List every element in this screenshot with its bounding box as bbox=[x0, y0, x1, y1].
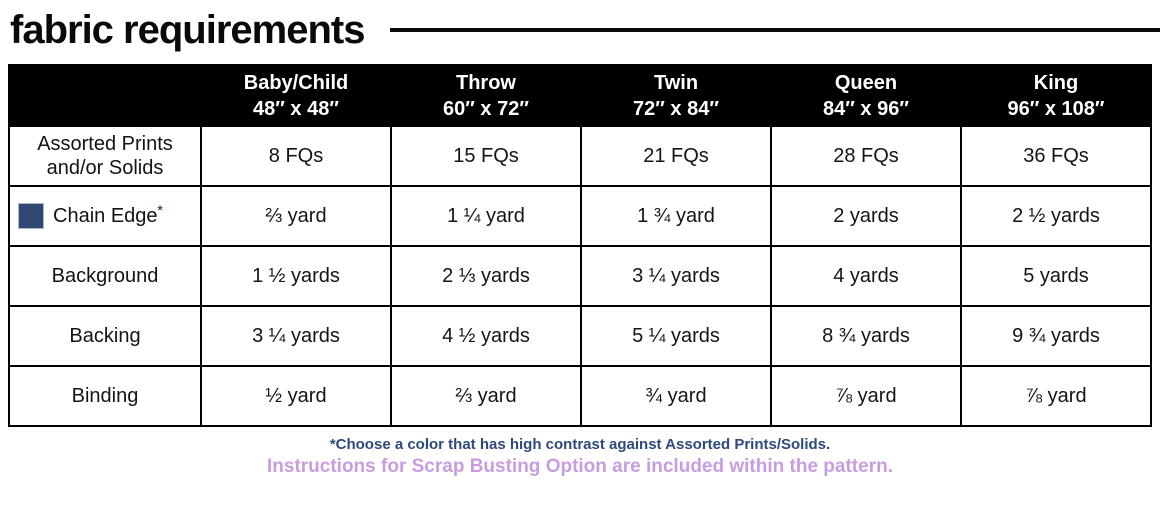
table-cell: 5 ¼ yards bbox=[580, 305, 772, 367]
column-dimensions: 48″ x 48″ bbox=[253, 97, 339, 120]
footnote-scrap-busting: Instructions for Scrap Busting Option ar… bbox=[267, 456, 893, 477]
table-cell: 4 yards bbox=[770, 245, 962, 307]
table-cell: ¾ yard bbox=[580, 365, 772, 427]
column-dimensions: 72″ x 84″ bbox=[633, 97, 719, 120]
table-cell: 1 ¼ yard bbox=[390, 185, 582, 247]
table-cell: 2 ⅓ yards bbox=[390, 245, 582, 307]
column-label: Twin bbox=[653, 71, 699, 94]
header-cell-baby-child: Baby/Child 48″ x 48″ bbox=[200, 64, 392, 127]
table-cell: 15 FQs bbox=[390, 125, 582, 187]
table-cell: 28 FQs bbox=[770, 125, 962, 187]
table-cell: 1 ¾ yard bbox=[580, 185, 772, 247]
fabric-requirements-table: Baby/Child 48″ x 48″ Throw 60″ x 72″ Twi… bbox=[8, 64, 1152, 427]
table-cell: ⅞ yard bbox=[770, 365, 962, 427]
title-rule bbox=[390, 28, 1160, 32]
table-cell: 2 yards bbox=[770, 185, 962, 247]
footnote-asterisk: * bbox=[157, 202, 163, 218]
table-row-chain-edge: Chain Edge* ⅔ yard 1 ¼ yard 1 ¾ yard 2 y… bbox=[8, 185, 1152, 247]
table-cell: 5 yards bbox=[960, 245, 1152, 307]
table-row-backing: Backing 3 ¼ yards 4 ½ yards 5 ¼ yards 8 … bbox=[8, 305, 1152, 367]
table-cell: 8 FQs bbox=[200, 125, 392, 187]
header-cell-king: King 96″ x 108″ bbox=[960, 64, 1152, 127]
table-cell: 2 ½ yards bbox=[960, 185, 1152, 247]
row-label-text: Chain Edge* bbox=[53, 202, 163, 227]
table-cell: 1 ½ yards bbox=[200, 245, 392, 307]
row-label-chain-edge: Chain Edge* bbox=[8, 185, 202, 247]
table-row-binding: Binding ½ yard ⅔ yard ¾ yard ⅞ yard ⅞ ya… bbox=[8, 365, 1152, 427]
column-dimensions: 96″ x 108″ bbox=[1007, 97, 1105, 120]
column-label: Queen bbox=[834, 71, 898, 94]
header-cell-throw: Throw 60″ x 72″ bbox=[390, 64, 582, 127]
header-cell-queen: Queen 84″ x 96″ bbox=[770, 64, 962, 127]
table-cell: ⅞ yard bbox=[960, 365, 1152, 427]
table-header-row: Baby/Child 48″ x 48″ Throw 60″ x 72″ Twi… bbox=[8, 64, 1152, 127]
table-row-background: Background 1 ½ yards 2 ⅓ yards 3 ¼ yards… bbox=[8, 245, 1152, 307]
table-cell: 8 ¾ yards bbox=[770, 305, 962, 367]
page-title: fabric requirements bbox=[10, 7, 365, 52]
chain-edge-color-swatch-icon bbox=[18, 203, 44, 229]
table-cell: 9 ¾ yards bbox=[960, 305, 1152, 367]
column-dimensions: 60″ x 72″ bbox=[443, 97, 529, 120]
title-row: fabric requirements bbox=[0, 0, 1160, 54]
footnote-contrast: *Choose a color that has high contrast a… bbox=[329, 436, 831, 453]
footer-notes: *Choose a color that has high contrast a… bbox=[0, 436, 1160, 478]
table-cell: 3 ¼ yards bbox=[200, 305, 392, 367]
header-cell-empty bbox=[8, 64, 202, 127]
row-label-assorted-prints: Assorted Prints and/or Solids bbox=[8, 125, 202, 187]
table-row-assorted-prints: Assorted Prints and/or Solids 8 FQs 15 F… bbox=[8, 125, 1152, 187]
column-label: King bbox=[1033, 71, 1079, 94]
row-label-binding: Binding bbox=[8, 365, 202, 427]
table-cell: 3 ¼ yards bbox=[580, 245, 772, 307]
table-cell: ½ yard bbox=[200, 365, 392, 427]
table-cell: 21 FQs bbox=[580, 125, 772, 187]
table-cell: ⅔ yard bbox=[390, 365, 582, 427]
row-label-background: Background bbox=[8, 245, 202, 307]
table-cell: 4 ½ yards bbox=[390, 305, 582, 367]
row-label-backing: Backing bbox=[8, 305, 202, 367]
table-cell: ⅔ yard bbox=[200, 185, 392, 247]
column-label: Baby/Child bbox=[243, 71, 349, 94]
column-label: Throw bbox=[456, 71, 516, 94]
column-dimensions: 84″ x 96″ bbox=[823, 97, 909, 120]
table-cell: 36 FQs bbox=[960, 125, 1152, 187]
header-cell-twin: Twin 72″ x 84″ bbox=[580, 64, 772, 127]
